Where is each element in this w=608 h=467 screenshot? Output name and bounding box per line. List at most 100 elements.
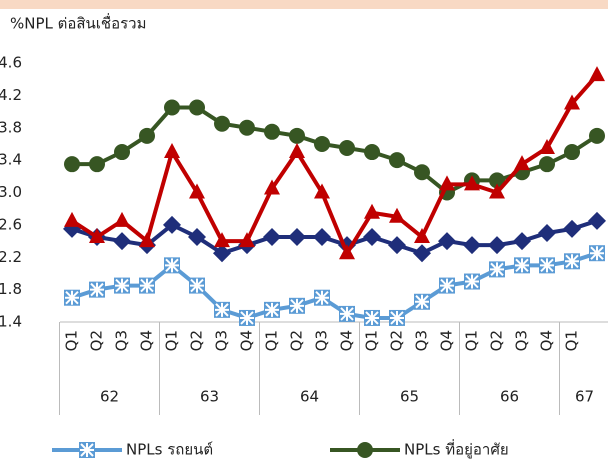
point bbox=[589, 127, 605, 144]
x-tick-label: Q2 bbox=[388, 330, 406, 351]
x-tick-label: Q3 bbox=[513, 330, 531, 351]
point bbox=[314, 183, 330, 199]
year-label: 63 bbox=[200, 388, 219, 406]
point bbox=[288, 228, 306, 247]
x-tick-label: Q4 bbox=[238, 330, 256, 351]
point bbox=[139, 127, 155, 144]
point bbox=[314, 135, 330, 152]
point bbox=[564, 253, 580, 270]
point bbox=[139, 232, 155, 248]
point bbox=[363, 228, 381, 247]
point bbox=[89, 228, 105, 244]
year-label: 66 bbox=[500, 388, 519, 406]
point-star bbox=[415, 294, 429, 309]
top-band bbox=[0, 0, 608, 9]
point bbox=[513, 232, 531, 251]
point bbox=[164, 143, 180, 159]
point bbox=[289, 297, 305, 314]
point bbox=[364, 203, 380, 219]
year-label: 67 bbox=[575, 388, 594, 406]
x-tick-label: Q1 bbox=[463, 330, 481, 351]
point-star bbox=[215, 302, 229, 317]
point bbox=[514, 257, 530, 274]
x-tick-label: Q4 bbox=[138, 330, 156, 351]
point bbox=[357, 442, 373, 458]
y-tick-label: 2.6 bbox=[0, 215, 22, 233]
series-line bbox=[72, 105, 599, 195]
point bbox=[214, 115, 230, 132]
series-line bbox=[70, 73, 599, 258]
point-star bbox=[90, 282, 104, 297]
point bbox=[364, 309, 380, 326]
y-tick-label: 3.8 bbox=[0, 118, 22, 136]
point-star bbox=[65, 290, 79, 305]
point bbox=[114, 277, 130, 294]
point bbox=[538, 223, 556, 242]
point bbox=[589, 66, 605, 82]
point bbox=[239, 119, 255, 136]
x-tick-label: Q3 bbox=[113, 330, 131, 351]
point-star bbox=[115, 278, 129, 293]
x-tick-label: Q4 bbox=[438, 330, 456, 351]
y-tick-label: 1.8 bbox=[0, 280, 22, 298]
point bbox=[464, 175, 480, 191]
y-tick-label: 3.0 bbox=[0, 183, 22, 201]
point-star bbox=[390, 310, 404, 325]
point bbox=[414, 228, 430, 244]
point-star bbox=[565, 254, 579, 269]
legend-label: NPLs รถยนต์ bbox=[126, 441, 213, 459]
point bbox=[564, 144, 580, 161]
x-tick-label: Q4 bbox=[538, 330, 556, 351]
point bbox=[589, 245, 605, 262]
point-star bbox=[165, 258, 179, 273]
point-star bbox=[265, 302, 279, 317]
x-tick-label: Q1 bbox=[63, 330, 81, 351]
y-tick-label: 4.6 bbox=[0, 54, 22, 72]
point bbox=[89, 281, 105, 298]
point bbox=[114, 144, 130, 161]
chart-title: %NPL ต่อสินเชื่อรวม bbox=[10, 13, 147, 33]
point bbox=[189, 99, 205, 116]
point bbox=[189, 277, 205, 294]
x-tick-label: Q3 bbox=[213, 330, 231, 351]
year-label: 64 bbox=[300, 388, 319, 406]
point bbox=[413, 244, 431, 263]
point-star bbox=[340, 306, 354, 321]
point bbox=[539, 156, 555, 173]
point bbox=[489, 261, 505, 278]
point bbox=[114, 211, 130, 227]
point-star bbox=[240, 310, 254, 325]
point-star bbox=[315, 290, 329, 305]
point bbox=[164, 257, 180, 274]
point bbox=[314, 289, 330, 306]
x-tick-label: Q3 bbox=[313, 330, 331, 351]
point bbox=[339, 305, 355, 322]
point bbox=[239, 232, 255, 248]
point-star bbox=[515, 258, 529, 273]
point bbox=[113, 232, 131, 251]
point bbox=[339, 139, 355, 156]
x-tick-label: Q1 bbox=[163, 330, 181, 351]
point bbox=[389, 207, 405, 223]
x-tick-label: Q1 bbox=[563, 330, 581, 351]
point bbox=[64, 289, 80, 306]
year-label: 65 bbox=[400, 388, 419, 406]
point bbox=[489, 183, 505, 199]
point bbox=[463, 236, 481, 255]
point-star bbox=[290, 298, 304, 313]
point bbox=[188, 228, 206, 247]
point bbox=[89, 156, 105, 173]
point bbox=[264, 179, 280, 195]
year-label: 62 bbox=[100, 388, 119, 406]
point bbox=[313, 228, 331, 247]
point bbox=[239, 309, 255, 326]
point bbox=[189, 183, 205, 199]
point bbox=[289, 143, 305, 159]
x-tick-label: Q2 bbox=[88, 330, 106, 351]
point bbox=[263, 228, 281, 247]
point bbox=[539, 257, 555, 274]
point-star bbox=[190, 278, 204, 293]
point bbox=[414, 293, 430, 310]
point bbox=[213, 244, 231, 263]
